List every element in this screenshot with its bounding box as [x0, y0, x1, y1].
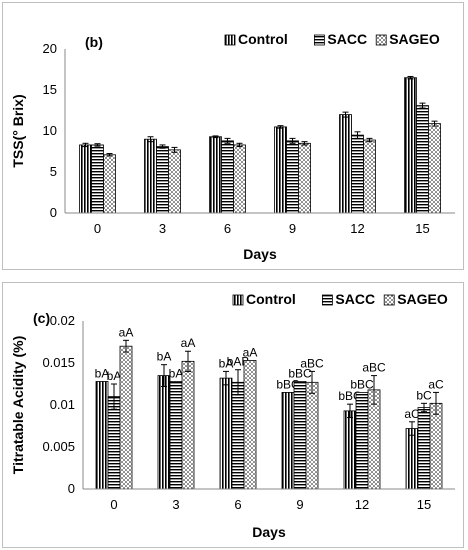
significance-label: bA [219, 356, 234, 370]
bar-control-day-0 [79, 144, 92, 214]
x-tick-label: 15 [417, 497, 431, 512]
legend-label-sageo: SAGEO [397, 291, 448, 307]
x-tick-label: 0 [110, 497, 117, 512]
x-tick-label: 9 [289, 221, 296, 236]
x-axis-title: Days [252, 524, 286, 540]
titratable-acidity-chart-panel: 0 0.005 0.01 0.015 0.02 bA bA bA bBC bBC aC bA bA bAB… [2, 282, 464, 548]
legend-swatch-control [224, 34, 236, 46]
significance-label: bA [157, 350, 172, 364]
significance-label: bA [169, 366, 184, 380]
bar-control-day-12 [343, 410, 357, 490]
bar-sageo-day-15 [429, 402, 443, 490]
y-tick-label: 10 [43, 123, 57, 138]
bar-control-day-6 [209, 136, 222, 214]
significance-label: bC [416, 388, 432, 402]
bar-sageo-day-6 [243, 360, 257, 490]
bar-sacc-day-6 [231, 381, 245, 490]
bar-sacc-day-6 [221, 140, 234, 214]
bar-sacc-day-0 [107, 396, 121, 490]
bar-sageo-day-0 [119, 345, 133, 490]
bar-control-day-15 [405, 428, 419, 490]
bar-sageo-day-3 [181, 360, 195, 490]
bar-sacc-day-3 [169, 381, 183, 490]
bar-control-day-12 [339, 114, 352, 214]
x-tick-label: 12 [350, 221, 364, 236]
bar-control-day-0 [95, 381, 109, 490]
significance-label: aC [404, 407, 420, 421]
x-tick-label: 15 [415, 221, 429, 236]
y-tick-label: 0.01 [50, 397, 75, 412]
legend-swatch-control [232, 294, 244, 306]
bar-control-day-3 [157, 375, 171, 490]
bar-control-day-15 [404, 77, 417, 214]
legend-swatch-sageo [383, 294, 395, 306]
x-tick-label: 9 [296, 497, 303, 512]
legend-label-sacc: SACC [335, 291, 375, 307]
legend-label-control: Control [238, 31, 288, 47]
significance-label: aA [119, 325, 134, 339]
legend-swatch-sacc [321, 294, 333, 306]
y-tick-label: 20 [43, 41, 57, 56]
y-tick-label: 0 [68, 481, 75, 496]
panel-label: (c) [33, 310, 50, 326]
y-tick-label: 0.005 [42, 439, 75, 454]
y-tick-label: 0.015 [42, 355, 75, 370]
legend-label-sacc: SACC [327, 31, 367, 47]
x-tick-label: 3 [159, 221, 166, 236]
x-tick-label: 12 [355, 497, 369, 512]
bar-sageo-day-9 [305, 381, 319, 490]
significance-label: aBC [300, 356, 324, 370]
significance-label: aA [243, 345, 258, 359]
bar-sacc-day-9 [286, 140, 299, 214]
bar-control-day-3 [144, 138, 157, 214]
legend-swatch-sageo [375, 34, 387, 46]
significance-label: bA [107, 369, 122, 383]
bar-sacc-day-12 [351, 134, 364, 214]
y-tick-label: 0 [50, 205, 57, 220]
bar-sageo-day-0 [103, 154, 116, 214]
bar-sageo-day-6 [233, 144, 246, 214]
y-tick-label: 15 [43, 82, 57, 97]
tss-bar-chart: 0 5 10 15 20 0 3 6 9 12 15 Days TSS(° Brix) (b) Contro… [10, 31, 455, 262]
significance-label: aC [428, 377, 444, 391]
y-tick-label: 0.02 [50, 313, 75, 328]
bar-sacc-day-12 [355, 392, 369, 490]
bar-sacc-day-15 [417, 407, 431, 490]
bar-sacc-day-0 [91, 144, 104, 214]
significance-label: aBC [362, 361, 386, 375]
y-tick-label: 5 [50, 164, 57, 179]
bar-sacc-day-3 [156, 146, 169, 214]
x-axis-title: Days [243, 246, 277, 262]
significance-label: bBC [350, 377, 374, 391]
bar-sacc-day-9 [293, 381, 307, 490]
bar-sageo-day-9 [298, 142, 311, 214]
x-tick-label: 3 [172, 497, 179, 512]
legend-swatch-sacc [313, 34, 325, 46]
x-tick-label: 0 [94, 221, 101, 236]
bar-sacc-day-15 [416, 105, 429, 214]
bar-sageo-day-15 [428, 123, 441, 214]
bar-control-day-9 [274, 126, 287, 214]
x-tick-label: 6 [224, 221, 231, 236]
significance-label: bBC [288, 366, 312, 380]
legend-label-sageo: SAGEO [389, 31, 440, 47]
legend-label-control: Control [246, 291, 296, 307]
y-axis-title: TSS(° Brix) [10, 94, 26, 167]
y-axis-title: Titratable Acidity (%) [10, 336, 26, 474]
significance-label: bA [95, 366, 110, 380]
bar-control-day-9 [281, 392, 295, 490]
bar-sageo-day-12 [367, 389, 381, 490]
x-tick-label: 6 [234, 497, 241, 512]
significance-label: aA [181, 336, 196, 350]
bar-sageo-day-12 [363, 139, 376, 214]
bar-sageo-day-3 [168, 149, 181, 214]
panel-label: (b) [85, 34, 103, 50]
tss-chart-panel: 0 5 10 15 20 0 3 6 9 12 15 Days TSS(° Brix) (b) Contro… [2, 2, 464, 270]
bar-control-day-6 [219, 377, 233, 490]
